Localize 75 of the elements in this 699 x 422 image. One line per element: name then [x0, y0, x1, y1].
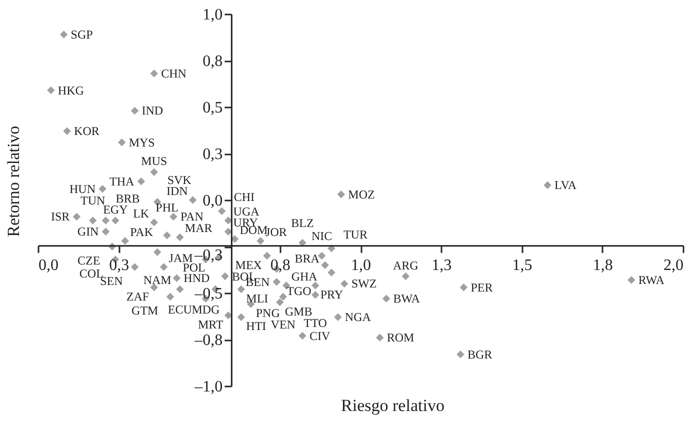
y-tick-label: –0,3 — [194, 247, 223, 264]
x-tick-label: 0,3 — [109, 256, 130, 274]
data-label: KOR — [74, 124, 100, 138]
data-label: HND — [184, 271, 210, 286]
data-label: HKG — [58, 83, 84, 98]
y-tick-label: 0,8 — [202, 53, 223, 70]
data-label: CIV — [309, 328, 330, 343]
data-label: IDN — [166, 184, 188, 198]
y-tick-label: –0,5 — [194, 286, 223, 302]
data-label: NGA — [344, 310, 372, 324]
data-label: LVA — [554, 178, 577, 192]
data-label: GIN — [77, 224, 100, 239]
data-label: BRA — [294, 252, 320, 266]
data-label: SGP — [70, 27, 94, 42]
data-label: PAN — [180, 210, 204, 224]
data-label: BWA — [393, 292, 420, 306]
data-label: GTM — [132, 304, 159, 318]
data-label: MYS — [128, 135, 155, 150]
data-label: PAK — [130, 224, 154, 239]
data-label: MUS — [141, 154, 168, 168]
data-label: BLZ — [291, 216, 314, 230]
data-label: RWA — [638, 272, 665, 287]
data-label: ECU — [168, 302, 192, 316]
y-tick-label: –0,8 — [194, 332, 223, 349]
data-label: ROM — [386, 330, 415, 345]
y-tick-label: 1,0 — [202, 6, 223, 24]
data-label: LK — [133, 206, 150, 220]
data-label: PHL — [156, 200, 178, 214]
data-label: ARG — [392, 258, 419, 272]
data-label: HTI — [246, 319, 266, 334]
data-label: SVK — [167, 172, 192, 187]
data-label: CHI — [234, 190, 254, 204]
data-label: TUR — [343, 227, 368, 242]
x-axis-title: Riesgo relativo — [341, 396, 444, 415]
data-label: MDG — [192, 302, 220, 317]
data-label: UGA — [233, 204, 260, 218]
data-label: IND — [142, 104, 164, 118]
y-tick-label: 0,5 — [202, 100, 223, 116]
data-label: TTO — [304, 316, 328, 330]
x-tick-label: 1,3 — [432, 256, 452, 274]
data-label: ZAF — [126, 289, 150, 304]
x-tick-label: 2,0 — [664, 256, 684, 274]
y-tick-label: –1,0 — [194, 378, 223, 396]
data-label: NIC — [311, 228, 332, 243]
data-label: ISR — [51, 210, 70, 224]
data-label: MRT — [198, 317, 224, 332]
data-label: BGR — [467, 347, 492, 362]
y-axis-title: Retorno relativo — [4, 126, 23, 237]
data-label: PER — [470, 280, 493, 294]
data-label: PNG — [256, 306, 280, 320]
data-label: MEX — [235, 258, 262, 272]
y-tick-label: 0,0 — [202, 192, 223, 210]
data-label: TGO — [286, 284, 312, 298]
x-tick-label: 0,0 — [38, 256, 58, 274]
data-label: SEN — [100, 274, 124, 288]
data-label: CHN — [161, 66, 187, 81]
data-label: MOZ — [348, 187, 375, 202]
data-label: TUN — [80, 193, 106, 208]
y-tick-label: 0,3 — [202, 146, 223, 163]
data-label: THA — [110, 174, 135, 188]
x-tick-label: 0,8 — [270, 256, 290, 274]
data-label: CZE — [78, 254, 100, 268]
data-label: GHA — [291, 270, 318, 284]
data-label: SWZ — [351, 276, 377, 291]
data-label: NAM — [143, 273, 172, 288]
data-label: HUN — [70, 182, 96, 196]
data-label: JAM — [168, 250, 194, 265]
x-tick-label: 1,8 — [592, 256, 613, 274]
data-label: GMB — [284, 304, 312, 318]
data-label: VEN — [270, 318, 296, 332]
data-label: PRY — [320, 288, 344, 302]
data-label: MAR — [184, 221, 212, 236]
data-label: MLI — [246, 291, 268, 306]
x-tick-label: 1,5 — [512, 256, 532, 274]
x-tick-label: 1,0 — [351, 256, 371, 274]
